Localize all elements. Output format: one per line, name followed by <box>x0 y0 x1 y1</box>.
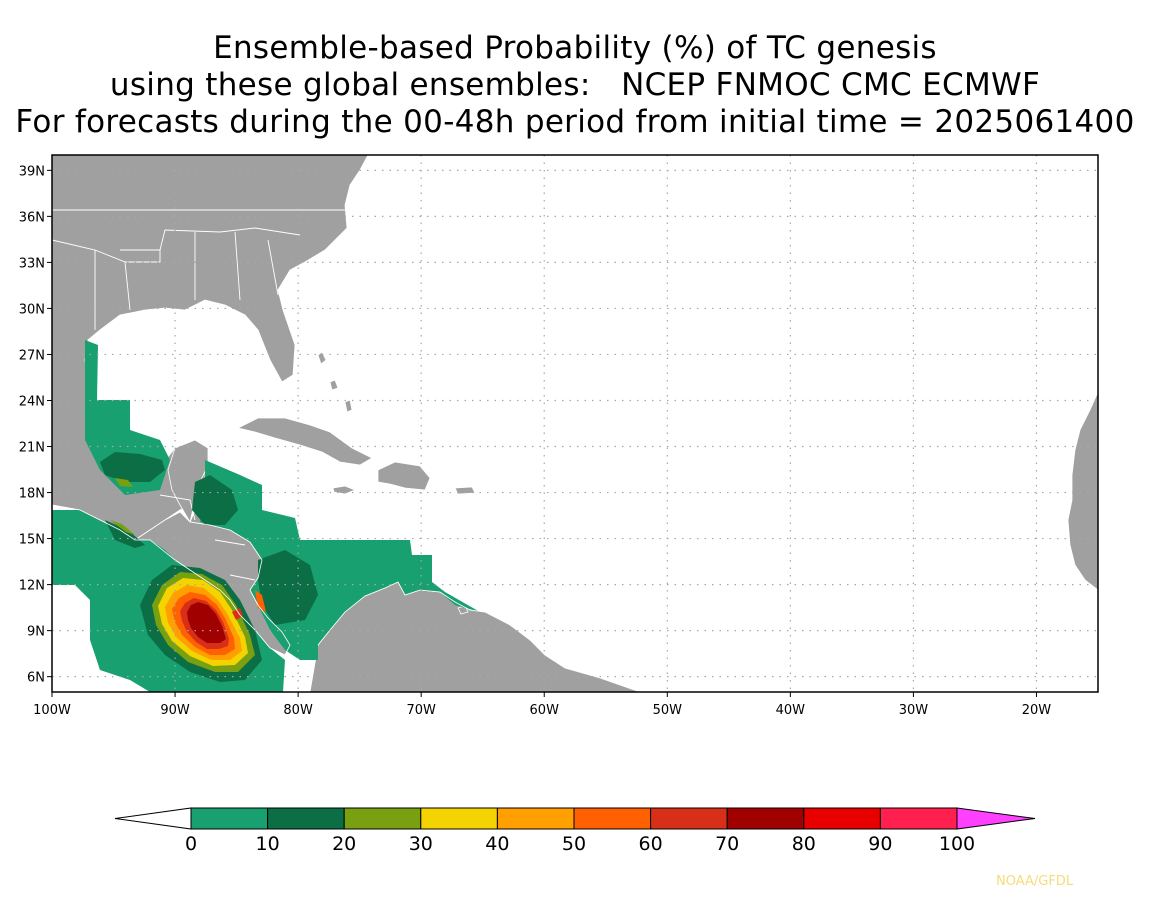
colorbar-level-label: 100 <box>939 833 975 855</box>
probability-contours <box>52 340 480 692</box>
lat-tick-label: 24N <box>19 394 45 409</box>
credit-label: NOAA/GFDL <box>996 874 1074 889</box>
colorbar: 0 10 20 30 40 50 60 70 80 90 100 <box>114 807 1036 855</box>
colorbar-level-label: 20 <box>332 833 356 855</box>
prob-contour-20-30-mexico-coast <box>110 520 135 535</box>
colorbar-level-label: 50 <box>562 833 586 855</box>
longitude-axis: 100W 90W 80W 70W 60W 50W 40W 30W 20W <box>33 692 1051 718</box>
colorbar-swatch <box>343 807 422 830</box>
lon-tick-label: 70W <box>406 703 436 718</box>
land-africa <box>1067 391 1098 591</box>
prob-contour-60-70-nicaragua-coast <box>255 590 266 612</box>
lat-tick-label: 6N <box>27 671 45 686</box>
prob-contour-0-10-gulf <box>85 340 170 495</box>
colorbar-under-arrow <box>114 807 192 830</box>
colorbar-over-arrow <box>956 807 1036 830</box>
border-honduras-nicaragua <box>214 539 256 581</box>
lon-tick-label: 20W <box>1022 703 1052 718</box>
coastline-overlay <box>52 504 486 656</box>
lat-tick-label: 39N <box>19 164 45 179</box>
lat-tick-label: 9N <box>27 625 45 640</box>
lat-tick-label: 12N <box>19 579 45 594</box>
land-hispaniola <box>377 461 431 491</box>
lon-tick-label: 90W <box>160 703 190 718</box>
lon-tick-label: 30W <box>899 703 929 718</box>
political-borders <box>52 209 345 581</box>
colorbar-swatch <box>879 807 958 830</box>
title-line-1: Ensemble-based Probability (%) of TC gen… <box>213 30 937 66</box>
colorbar-level-label: 10 <box>256 833 280 855</box>
lat-tick-label: 21N <box>19 441 45 456</box>
prob-contour-70-80-core <box>187 602 226 643</box>
lat-tick-label: 33N <box>19 256 45 271</box>
prob-contour-20-30-campeche <box>115 478 133 487</box>
prob-contour-10-20-nicaragua <box>258 550 318 625</box>
colorbar-swatch <box>726 807 805 830</box>
colorbar-swatch <box>190 807 269 830</box>
colorbar-swatch <box>496 807 575 830</box>
title-line-3: For forecasts during the 00-48h period f… <box>15 104 1135 140</box>
border-states-2 <box>125 231 279 301</box>
lon-tick-label: 100W <box>33 703 71 718</box>
title-line-2: using these global ensembles: NCEP FNMOC… <box>109 67 1041 103</box>
colorbar-swatch <box>420 807 498 830</box>
colorbar-swatch <box>803 807 881 830</box>
colorbar-level-label: 40 <box>485 833 509 855</box>
lat-tick-label: 27N <box>19 348 45 363</box>
prob-contour-10-20-mexico-coast <box>105 520 145 548</box>
colorbar-level-label: 30 <box>409 833 433 855</box>
lon-tick-label: 40W <box>776 703 806 718</box>
prob-contour-10-20-honduras-gulf <box>192 475 238 525</box>
plot-frame <box>51 154 1099 693</box>
lat-tick-label: 18N <box>19 487 45 502</box>
prob-contour-10-20-bay-of-campeche <box>100 452 165 482</box>
colorbar-swatch <box>267 807 345 830</box>
border-usa-mexico <box>52 239 131 330</box>
latitude-axis: 39N 36N 33N 30N 27N 24N 21N 18N 15N 12N 9N 6N <box>19 164 52 686</box>
colorbar-swatch <box>650 807 728 830</box>
land-cuba <box>236 417 373 466</box>
prob-contour-60-70-costa-rica <box>232 608 243 620</box>
lon-tick-label: 50W <box>653 703 683 718</box>
colorbar-level-label: 70 <box>715 833 739 855</box>
lon-tick-label: 80W <box>283 703 313 718</box>
border-guatemala <box>159 494 196 521</box>
border-states-1 <box>120 227 301 251</box>
lat-tick-label: 15N <box>19 533 45 548</box>
lat-tick-label: 30N <box>19 302 45 317</box>
colorbar-level-label: 80 <box>792 833 816 855</box>
colorbar-level-label: 0 <box>185 833 197 855</box>
lat-tick-label: 36N <box>19 210 45 225</box>
lon-tick-label: 60W <box>530 703 560 718</box>
land-bahamas <box>317 351 353 413</box>
colorbar-level-label: 60 <box>639 833 663 855</box>
map-title: Ensemble-based Probability (%) of TC gen… <box>0 30 1150 141</box>
colorbar-level-label: 90 <box>868 833 892 855</box>
colorbar-swatch <box>573 807 652 830</box>
plot-area <box>52 155 1098 692</box>
